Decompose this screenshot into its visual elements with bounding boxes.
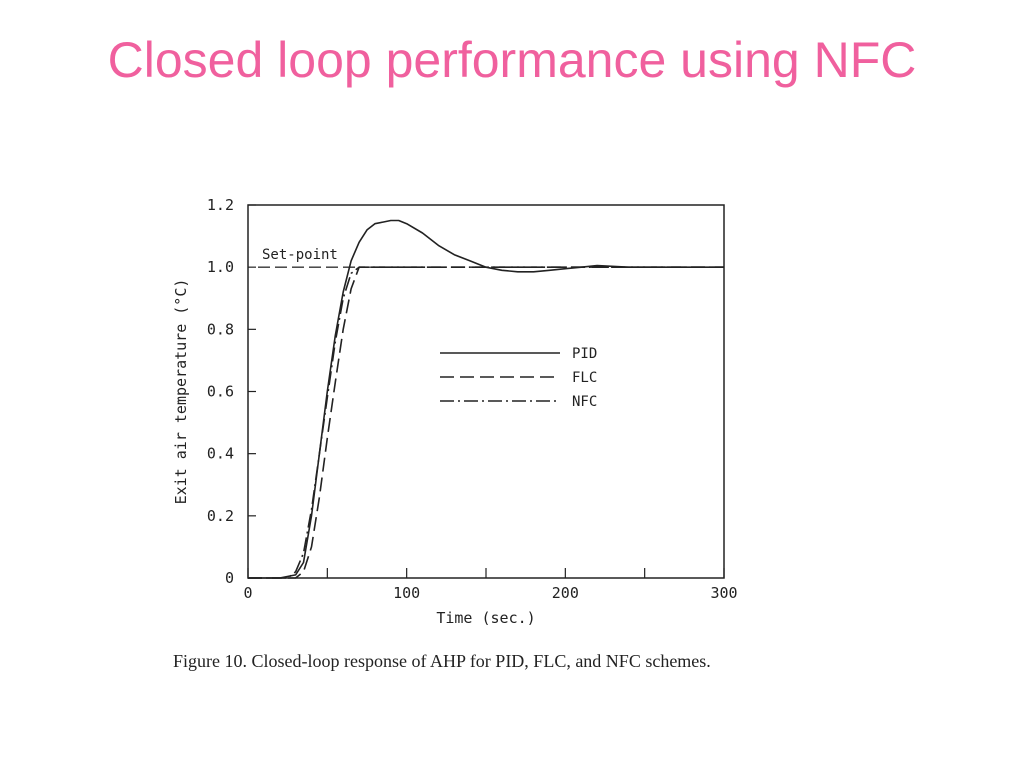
series-line-flc <box>248 266 724 579</box>
y-axis-label: Exit air temperature (°C) <box>172 279 190 505</box>
y-tick-label: 0 <box>225 569 234 587</box>
series-line-pid <box>248 219 724 579</box>
slide-title: Closed loop performance using NFC <box>107 32 917 88</box>
y-tick-label: 0.2 <box>207 507 234 525</box>
y-tick-label: 1.0 <box>207 258 234 276</box>
x-tick-label: 200 <box>552 584 579 602</box>
y-tick-label: 1.2 <box>207 196 234 214</box>
closed-loop-response-chart: 0 0.2 0.4 0.6 0.8 1.0 1.2 0 100 200 300 Time (sec.)… <box>172 196 738 625</box>
legend-label-pid: PID <box>572 346 597 362</box>
figure: 0 0.2 0.4 0.6 0.8 1.0 1.2 0 100 200 300 Time (sec.)… <box>140 185 780 705</box>
setpoint-label: Set-point <box>262 247 338 263</box>
x-tick-label: 0 <box>243 584 252 602</box>
y-tick-label: 0.4 <box>207 445 234 463</box>
y-tick-label: 0.6 <box>207 383 234 401</box>
x-tick-label: 300 <box>710 584 737 602</box>
series-line-nfc <box>248 266 724 579</box>
legend-label-nfc: NFC <box>572 394 597 410</box>
x-tick-label: 100 <box>393 584 420 602</box>
legend-label-flc: FLC <box>572 370 597 386</box>
figure-caption: Figure 10. Closed-loop response of AHP f… <box>173 651 711 671</box>
y-tick-label: 0.8 <box>207 320 234 338</box>
x-axis-label: Time (sec.) <box>436 609 535 625</box>
